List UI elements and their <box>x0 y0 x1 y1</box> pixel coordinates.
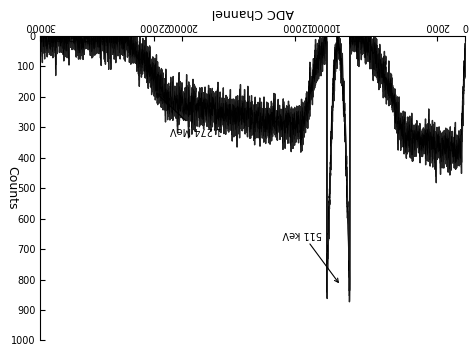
Y-axis label: Counts: Counts <box>6 166 18 210</box>
X-axis label: ADC Channel: ADC Channel <box>212 6 294 19</box>
Text: 511 keV: 511 keV <box>283 229 338 282</box>
Text: 1.274 MeV: 1.274 MeV <box>157 94 222 136</box>
